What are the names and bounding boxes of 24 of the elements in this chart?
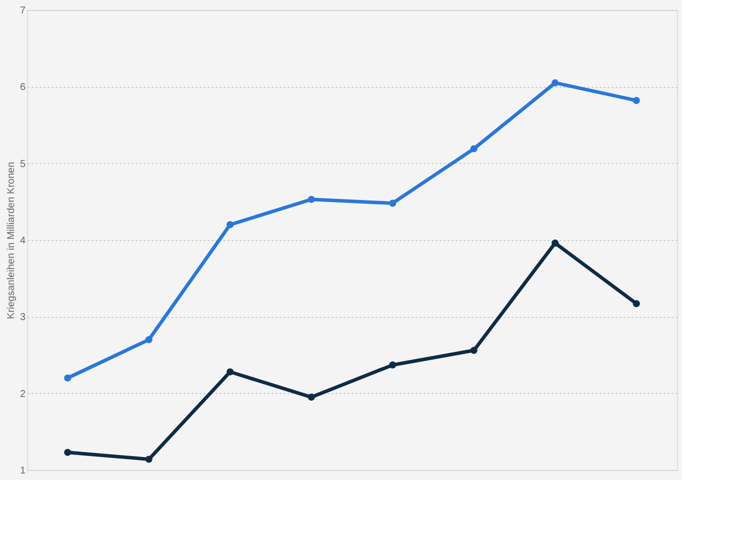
y-axis-title: Kriegsanleihen in Milliarden Kronen (6, 162, 17, 320)
point (632, 96, 640, 104)
y-tick-label: 7 (20, 6, 26, 16)
point (226, 221, 234, 228)
y-tick-label: 1 (20, 466, 26, 476)
point (552, 79, 559, 86)
point (145, 456, 152, 463)
point (552, 240, 559, 247)
y-tick-label: 5 (20, 158, 26, 170)
point (470, 346, 478, 354)
point (308, 394, 315, 401)
point (308, 196, 315, 203)
point (64, 448, 72, 456)
point (64, 374, 72, 382)
point (389, 361, 396, 368)
y-tick-label: 6 (20, 82, 26, 94)
y-tick-label: 3 (20, 312, 26, 324)
point (226, 368, 234, 376)
y-tick-label: 4 (20, 236, 26, 246)
point (145, 336, 152, 344)
point (632, 300, 640, 308)
point (389, 200, 396, 207)
point (470, 145, 478, 152)
y-tick-label: 2 (20, 388, 26, 400)
